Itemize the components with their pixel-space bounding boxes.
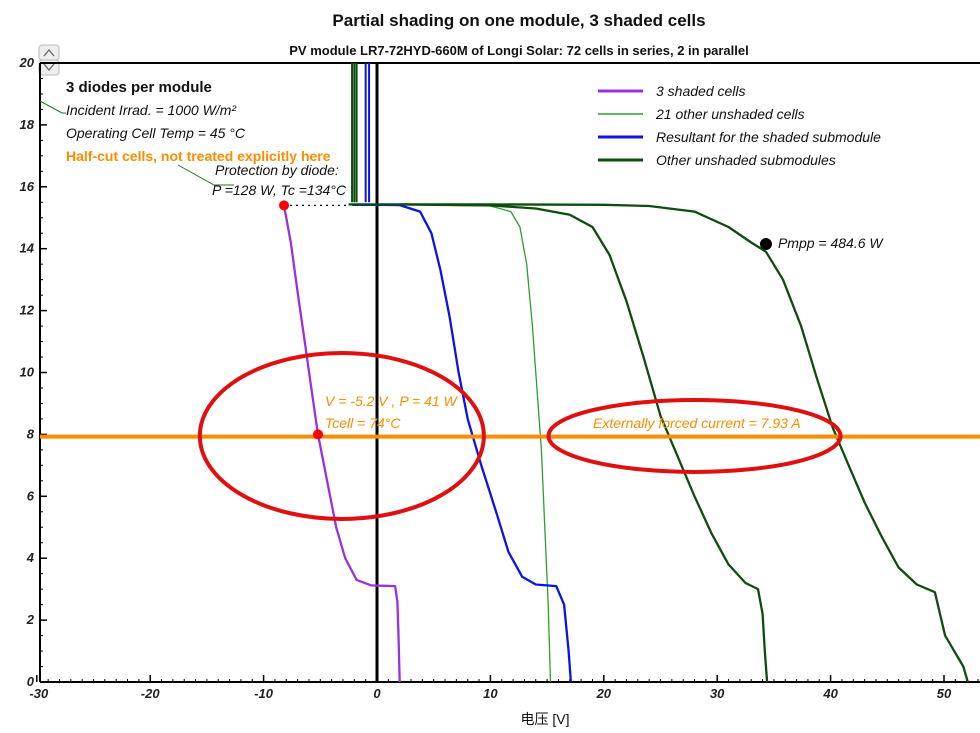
y-tick-label: 8: [27, 426, 35, 441]
y-tick-label: 10: [20, 365, 35, 380]
irradiance-note: Incident Irrad. = 1000 W/m²: [66, 102, 237, 118]
x-tick-label: 30: [710, 686, 725, 701]
y-tick-label: 20: [19, 55, 35, 70]
y-tick-label: 18: [20, 117, 35, 132]
y-tick-label: 16: [20, 179, 35, 194]
legend-label: 21 other unshaded cells: [655, 106, 805, 122]
x-tick-label: -10: [254, 686, 274, 701]
series-line: [354, 204, 552, 683]
x-tick-label: 20: [596, 686, 612, 701]
pmpp-label: Pmpp = 484.6 W: [778, 235, 884, 251]
overlay-group: 3 diodes per module Incident Irrad. = 100…: [39, 79, 980, 521]
x-tick-label: -20: [141, 686, 161, 701]
pmpp-marker: [759, 238, 772, 251]
series-line: [348, 203, 969, 683]
y-tick-label: 4: [26, 550, 35, 565]
scroll-up-button[interactable]: [38, 44, 60, 61]
half-cut-note: Half-cut cells, not treated explicitly h…: [66, 148, 331, 164]
protection-leader-line: [177, 164, 234, 186]
protection-note-2: P =128 W, Tc =134°C: [212, 182, 347, 198]
chart-subtitle: PV module LR7-72HYD-660M of Longi Solar:…: [289, 43, 748, 58]
x-tick-label: 0: [373, 686, 381, 701]
protection-note-1: Protection by diode:: [215, 162, 339, 178]
y-tick-label: 14: [20, 241, 35, 256]
series-line: [282, 205, 401, 683]
x-tick-label: 50: [937, 686, 952, 701]
y-tick-label: 2: [26, 612, 35, 627]
operating-point-note-1: V = -5.2 V , P = 41 W: [325, 393, 459, 409]
highlight-ellipse-left: [197, 350, 486, 521]
series-line: [352, 203, 573, 683]
legend: 3 shaded cells 21 other unshaded cells Res…: [598, 83, 881, 168]
highlight-ellipse-right: [546, 397, 843, 474]
operating-point-note-2: Tcell = 74°C: [325, 415, 401, 431]
protection-point-marker: [279, 200, 290, 211]
chevron-down-icon: [43, 63, 55, 72]
series-group: [282, 63, 969, 683]
legend-label: Resultant for the shaded submodule: [656, 129, 881, 145]
series-line: [399, 203, 769, 683]
legend-label: 3 shaded cells: [656, 83, 746, 99]
axes: -30 -20 -10 0 10 20 30 40 50 0 2 4 6 8 10 12 14 16 18 20: [19, 55, 980, 701]
x-tick-label: 10: [483, 686, 498, 701]
chevron-up-icon: [43, 48, 55, 57]
forced-current-note: Externally forced current = 7.93 A: [593, 415, 801, 431]
irrad-leader-line: [39, 100, 66, 114]
operating-point-marker: [313, 429, 324, 440]
y-tick-label: 0: [27, 674, 35, 689]
diodes-note: 3 diodes per module: [66, 79, 212, 96]
x-tick-label: -30: [29, 686, 49, 701]
y-tick-label: 12: [20, 303, 35, 318]
legend-label: Other unshaded submodules: [656, 152, 836, 168]
x-tick-label: 40: [822, 686, 838, 701]
x-axis-label: 电压 [V]: [520, 711, 569, 727]
chart-title: Partial shading on one module, 3 shaded …: [332, 11, 705, 30]
cell-temp-note: Operating Cell Temp = 45 °C: [66, 125, 246, 141]
y-tick-label: 6: [27, 488, 35, 503]
